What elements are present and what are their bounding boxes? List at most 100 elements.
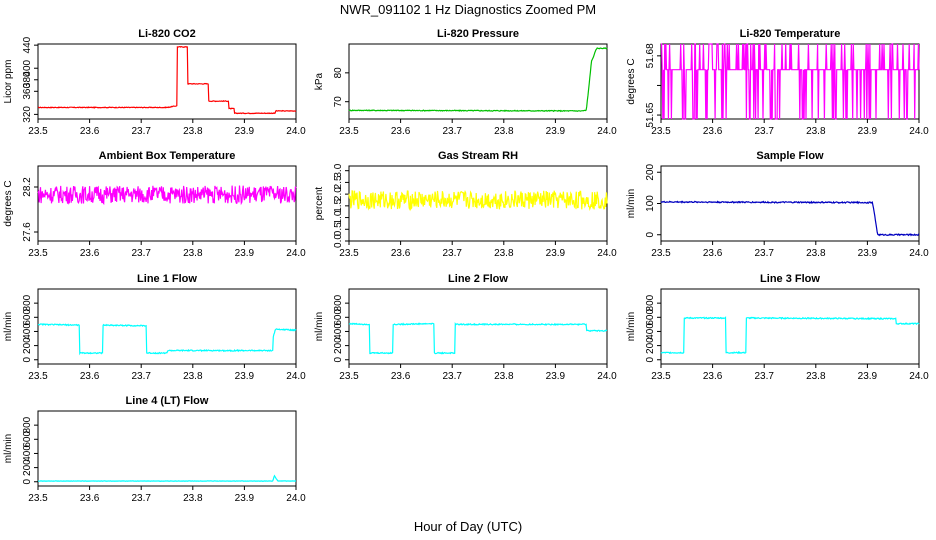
series-line [660,200,920,237]
series-line [38,45,297,115]
x-tick-label: 23.6 [703,126,723,137]
panel-title: Line 3 Flow [760,273,820,285]
x-tick-label: 23.7 [754,126,774,137]
x-tick-label: 24.0 [286,248,306,259]
y-axis-label: ml/min [3,312,14,341]
x-tick-label: 23.8 [183,493,203,504]
x-tick-label: 24.0 [597,371,617,382]
series-line [660,316,920,355]
y-tick-label: 200 [645,163,656,180]
x-tick-label: 24.0 [597,248,617,259]
x-tick-label: 23.5 [651,126,671,137]
y-tick-label: 100 [645,195,656,212]
series-line [348,47,608,113]
panel-title: Sample Flow [756,150,824,162]
y-axis-label: degrees C [3,180,14,226]
y-axis-label: ml/min [626,189,637,218]
y-tick-label: 360 [22,83,33,100]
x-tick-label: 23.6 [391,248,411,259]
x-tick-label: 23.8 [806,126,826,137]
y-tick-label: 400 [22,59,33,76]
x-tick-label: 24.0 [909,248,929,259]
chart-panel-9: Line 3 Flow 23.5 23.6 23.7 23.8 23.9 24.0 0 2004… [626,273,929,382]
y-axis-label: degrees C [626,58,637,104]
y-tick-label: 600 [333,309,344,326]
plot-frame [37,165,297,242]
y-tick-label: 51.68 [645,43,656,68]
y-tick-label: 200 [645,337,656,354]
x-tick-label: 23.9 [235,248,255,259]
chart-panel-1: Li-820 CO2 23.5 23.6 23.7 23.8 23.9 24.0 320 360… [3,28,306,137]
y-tick-label: 70 [333,96,344,108]
y-tick-label: 0 [645,357,656,363]
x-tick-label: 23.7 [754,371,774,382]
y-tick-label: 2.5 [333,175,344,189]
panel-title: Line 2 Flow [448,273,508,285]
y-tick-label: 0 [22,479,33,485]
chart-panel-5: Gas Stream RH 23.5 23.6 23.7 23.8 23.9 24.0 0.0… [314,150,617,259]
panel-grid: Li-820 CO2 23.5 23.6 23.7 23.8 23.9 24.0 320 360… [3,28,929,504]
x-tick-label: 23.7 [131,248,151,259]
x-tick-label: 23.6 [703,248,723,259]
x-tick-label: 23.9 [858,248,878,259]
x-tick-label: 24.0 [909,126,929,137]
series-line [37,185,297,206]
plot-frame [37,288,297,365]
series-line [348,322,608,355]
y-tick-label: 400 [22,445,33,462]
y-tick-label: 800 [333,294,344,311]
y-axis-label: percent [314,187,325,221]
plot-frame [660,288,920,365]
y-tick-label: 600 [22,431,33,448]
y-tick-label: 51.65 [645,102,656,127]
chart-panel-4: Ambient Box Temperature 23.5 23.6 23.7 23.8 2… [3,150,306,259]
x-tick-label: 23.6 [80,126,100,137]
y-tick-label: 320 [22,106,33,123]
chart-panel-2: Li-820 Pressure 23.5 23.6 23.7 23.8 23.9 24.0 7… [314,28,617,137]
x-tick-label: 23.8 [183,126,203,137]
y-tick-label: 27.6 [22,222,33,242]
x-tick-label: 23.8 [494,126,514,137]
figure-xlabel: Hour of Day (UTC) [414,519,522,534]
figure-title: NWR_091102 1 Hz Diagnostics Zoomed PM [340,2,596,17]
y-tick-label: 800 [22,416,33,433]
x-tick-label: 23.7 [442,371,462,382]
x-tick-label: 24.0 [597,126,617,137]
y-axis-label: ml/min [626,312,637,341]
x-tick-label: 23.6 [80,493,100,504]
y-tick-label: 3.0 [333,163,344,177]
x-tick-label: 23.9 [546,248,566,259]
y-tick-label: 1.5 [333,198,344,212]
panel-title: Line 4 (LT) Flow [126,395,209,407]
x-tick-label: 23.5 [339,248,359,259]
x-tick-label: 23.6 [703,371,723,382]
x-tick-label: 23.8 [806,371,826,382]
x-tick-label: 23.7 [131,126,151,137]
y-tick-label: 0 [333,357,344,363]
x-tick-label: 23.6 [391,371,411,382]
x-tick-label: 24.0 [909,371,929,382]
x-tick-label: 23.7 [754,248,774,259]
x-tick-label: 23.6 [80,371,100,382]
plot-frame [37,43,297,120]
x-tick-label: 23.9 [546,126,566,137]
x-tick-label: 23.7 [442,126,462,137]
y-tick-label: 200 [333,337,344,354]
y-tick-label: 400 [333,323,344,340]
chart-panel-10: Line 4 (LT) Flow 23.5 23.6 23.7 23.8 23.9 24.0… [3,395,306,504]
x-tick-label: 23.9 [546,371,566,382]
x-tick-label: 23.9 [235,126,255,137]
x-tick-label: 23.8 [494,248,514,259]
y-tick-label: 28.2 [22,177,33,197]
x-tick-label: 23.8 [183,248,203,259]
chart-panel-6: Sample Flow 23.5 23.6 23.7 23.8 23.9 24.0 0 100 2… [626,150,929,259]
panel-title: Gas Stream RH [438,150,518,162]
x-tick-label: 23.5 [28,126,48,137]
x-tick-label: 23.6 [391,126,411,137]
x-tick-label: 23.9 [858,126,878,137]
x-tick-label: 23.5 [651,371,671,382]
series-line [37,323,297,356]
chart-panel-3: Li-820 Temperature 23.5 23.6 23.7 23.8 23.9 24… [626,28,929,137]
x-tick-label: 23.8 [494,371,514,382]
